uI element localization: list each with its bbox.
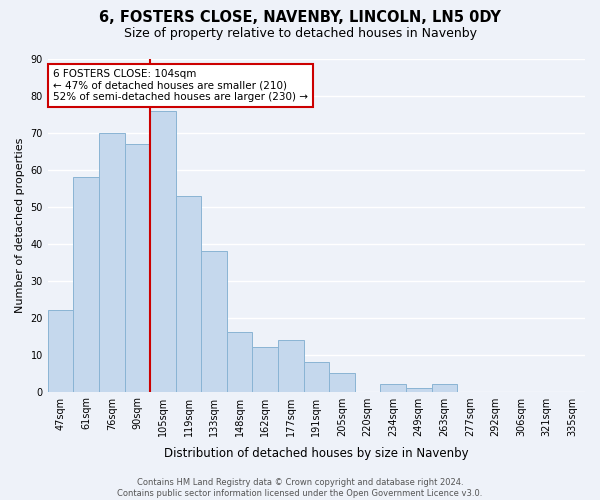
Bar: [201, 251, 227, 392]
Bar: [48, 310, 73, 392]
Bar: [329, 373, 355, 392]
Text: Contains HM Land Registry data © Crown copyright and database right 2024.
Contai: Contains HM Land Registry data © Crown c…: [118, 478, 482, 498]
Bar: [253, 347, 278, 392]
Bar: [176, 196, 201, 392]
Bar: [431, 384, 457, 392]
Text: 6, FOSTERS CLOSE, NAVENBY, LINCOLN, LN5 0DY: 6, FOSTERS CLOSE, NAVENBY, LINCOLN, LN5 …: [99, 10, 501, 25]
Text: Size of property relative to detached houses in Navenby: Size of property relative to detached ho…: [124, 28, 476, 40]
Y-axis label: Number of detached properties: Number of detached properties: [15, 138, 25, 313]
Bar: [73, 177, 99, 392]
Bar: [227, 332, 253, 392]
Bar: [278, 340, 304, 392]
X-axis label: Distribution of detached houses by size in Navenby: Distribution of detached houses by size …: [164, 447, 469, 460]
Bar: [99, 133, 125, 392]
Bar: [380, 384, 406, 392]
Bar: [304, 362, 329, 392]
Bar: [125, 144, 150, 392]
Text: 6 FOSTERS CLOSE: 104sqm
← 47% of detached houses are smaller (210)
52% of semi-d: 6 FOSTERS CLOSE: 104sqm ← 47% of detache…: [53, 69, 308, 102]
Bar: [150, 110, 176, 392]
Bar: [406, 388, 431, 392]
